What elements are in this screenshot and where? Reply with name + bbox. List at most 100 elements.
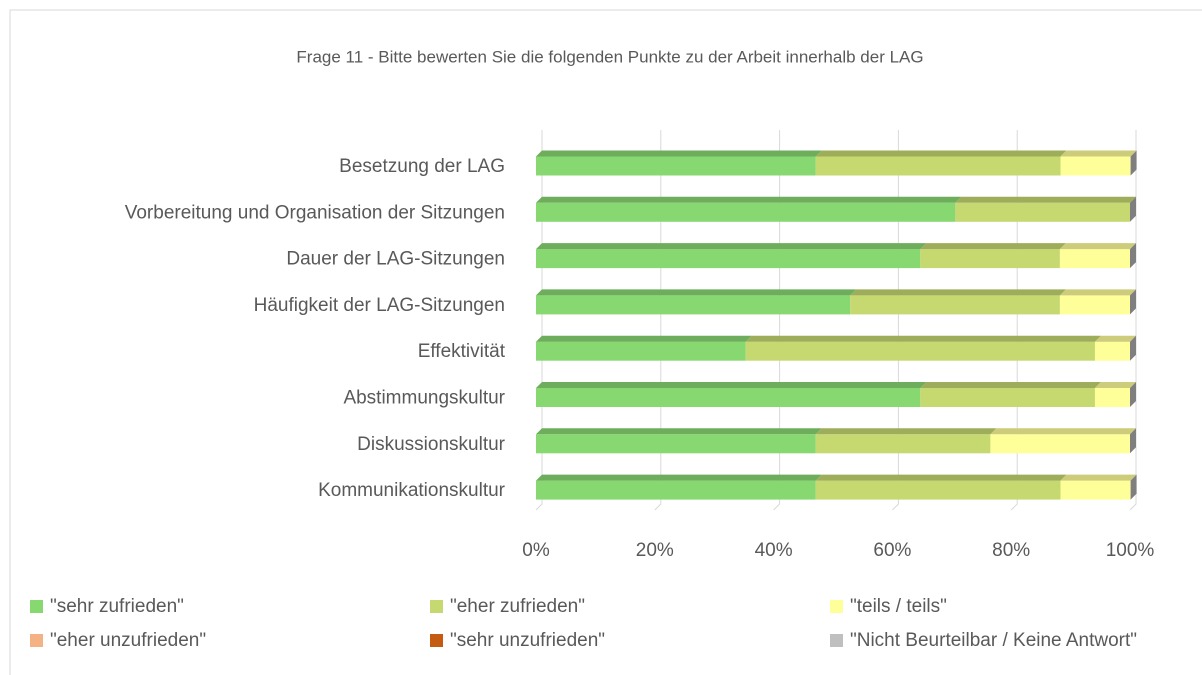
bar <box>1059 243 1136 269</box>
bar <box>815 150 1067 176</box>
bar-top <box>536 428 822 435</box>
bar-top <box>536 335 752 342</box>
bar-front <box>536 249 921 269</box>
bar-top <box>1094 382 1136 388</box>
bar-top <box>536 474 822 481</box>
bar-front <box>536 295 851 315</box>
legend-label: "sehr unzufrieden" <box>450 630 605 651</box>
bar-front <box>536 341 746 361</box>
bar <box>1060 474 1137 500</box>
bar-side <box>1130 335 1136 361</box>
bar <box>536 243 927 269</box>
bar <box>850 289 1066 315</box>
bar-front <box>1059 249 1130 269</box>
bar-top <box>745 335 1101 342</box>
y-tick-label: Kommunikationskultur <box>318 480 506 501</box>
bar <box>990 428 1136 454</box>
bar-side <box>1130 289 1136 315</box>
bar-front <box>955 202 1130 222</box>
bar-top <box>815 428 997 435</box>
bar-top <box>815 474 1067 481</box>
bar-top <box>1094 335 1136 342</box>
bar <box>536 335 752 361</box>
bar-top <box>920 243 1066 250</box>
legend-swatch <box>830 634 843 647</box>
bar-side <box>1130 474 1137 500</box>
bar-top <box>850 289 1066 296</box>
legend-swatch <box>430 600 443 613</box>
bar-front <box>990 434 1130 454</box>
bar-front <box>815 480 1061 500</box>
bar-side <box>1130 196 1136 222</box>
y-tick-label: Besetzung der LAG <box>339 156 505 177</box>
x-tick-label: 20% <box>636 540 674 561</box>
bar-front <box>536 202 956 222</box>
legend-label: "sehr zufrieden" <box>50 596 184 617</box>
bar-top <box>536 150 822 157</box>
bar <box>815 428 997 454</box>
bar-front <box>745 341 1095 361</box>
bar <box>920 382 1101 407</box>
bar <box>815 474 1067 500</box>
legend-swatch <box>430 634 443 647</box>
bar <box>536 150 822 176</box>
bar-top <box>815 150 1067 157</box>
legend-label: "eher zufrieden" <box>450 596 585 617</box>
bar-front <box>920 249 1060 269</box>
bar-top <box>1060 150 1137 157</box>
bar <box>536 289 857 315</box>
bar <box>1094 335 1136 361</box>
bar-top <box>1060 474 1137 481</box>
bar-top <box>536 382 927 388</box>
bar-top <box>536 289 857 296</box>
bar-front <box>815 434 991 454</box>
y-tick-label: Dauer der LAG-Sitzungen <box>286 249 505 270</box>
x-tick-label: 0% <box>522 540 550 561</box>
bar-top <box>990 428 1136 435</box>
bar <box>536 382 927 407</box>
bar-side <box>1130 428 1136 454</box>
x-tick-label: 100% <box>1106 540 1155 561</box>
bar <box>1059 289 1136 315</box>
legend-swatch <box>30 634 43 647</box>
bar-front <box>536 480 816 500</box>
bar-top <box>920 382 1101 388</box>
bar <box>536 196 962 222</box>
bar <box>1094 382 1136 407</box>
bar-top <box>1059 243 1136 250</box>
bar-front <box>1094 341 1130 361</box>
x-tick-label: 80% <box>992 540 1030 561</box>
bar-front <box>536 388 921 407</box>
bar-top <box>536 243 927 250</box>
bar-side <box>1130 150 1137 176</box>
bar-top <box>536 196 962 203</box>
y-tick-label: Effektivität <box>418 341 506 362</box>
bar-front <box>920 388 1095 407</box>
legend-swatch <box>30 600 43 613</box>
bar-front <box>1094 388 1130 407</box>
bar-side <box>1130 243 1136 269</box>
bar-front <box>850 295 1060 315</box>
legend-label: "eher unzufrieden" <box>50 630 206 651</box>
bar <box>536 428 822 454</box>
bar-front <box>536 156 816 176</box>
bar-front <box>1060 480 1131 500</box>
x-tick-label: 40% <box>755 540 793 561</box>
bar <box>745 335 1101 361</box>
legend-label: "teils / teils" <box>850 596 947 617</box>
bar-top <box>955 196 1136 203</box>
bar-top <box>1059 289 1136 296</box>
y-tick-label: Diskussionskultur <box>357 434 505 455</box>
legend-label: "Nicht Beurteilbar / Keine Antwort" <box>850 630 1137 651</box>
bar-front <box>536 434 816 454</box>
bar-front <box>1060 156 1131 176</box>
bar-side <box>1130 382 1136 407</box>
bar-front <box>1059 295 1130 315</box>
bar <box>955 196 1136 222</box>
bar-front <box>815 156 1061 176</box>
y-tick-label: Abstimmungskultur <box>343 388 505 409</box>
y-tick-label: Vorbereitung und Organisation der Sitzun… <box>125 202 505 223</box>
y-tick-label: Häufigkeit der LAG-Sitzungen <box>254 295 505 316</box>
x-tick-label: 60% <box>873 540 911 561</box>
